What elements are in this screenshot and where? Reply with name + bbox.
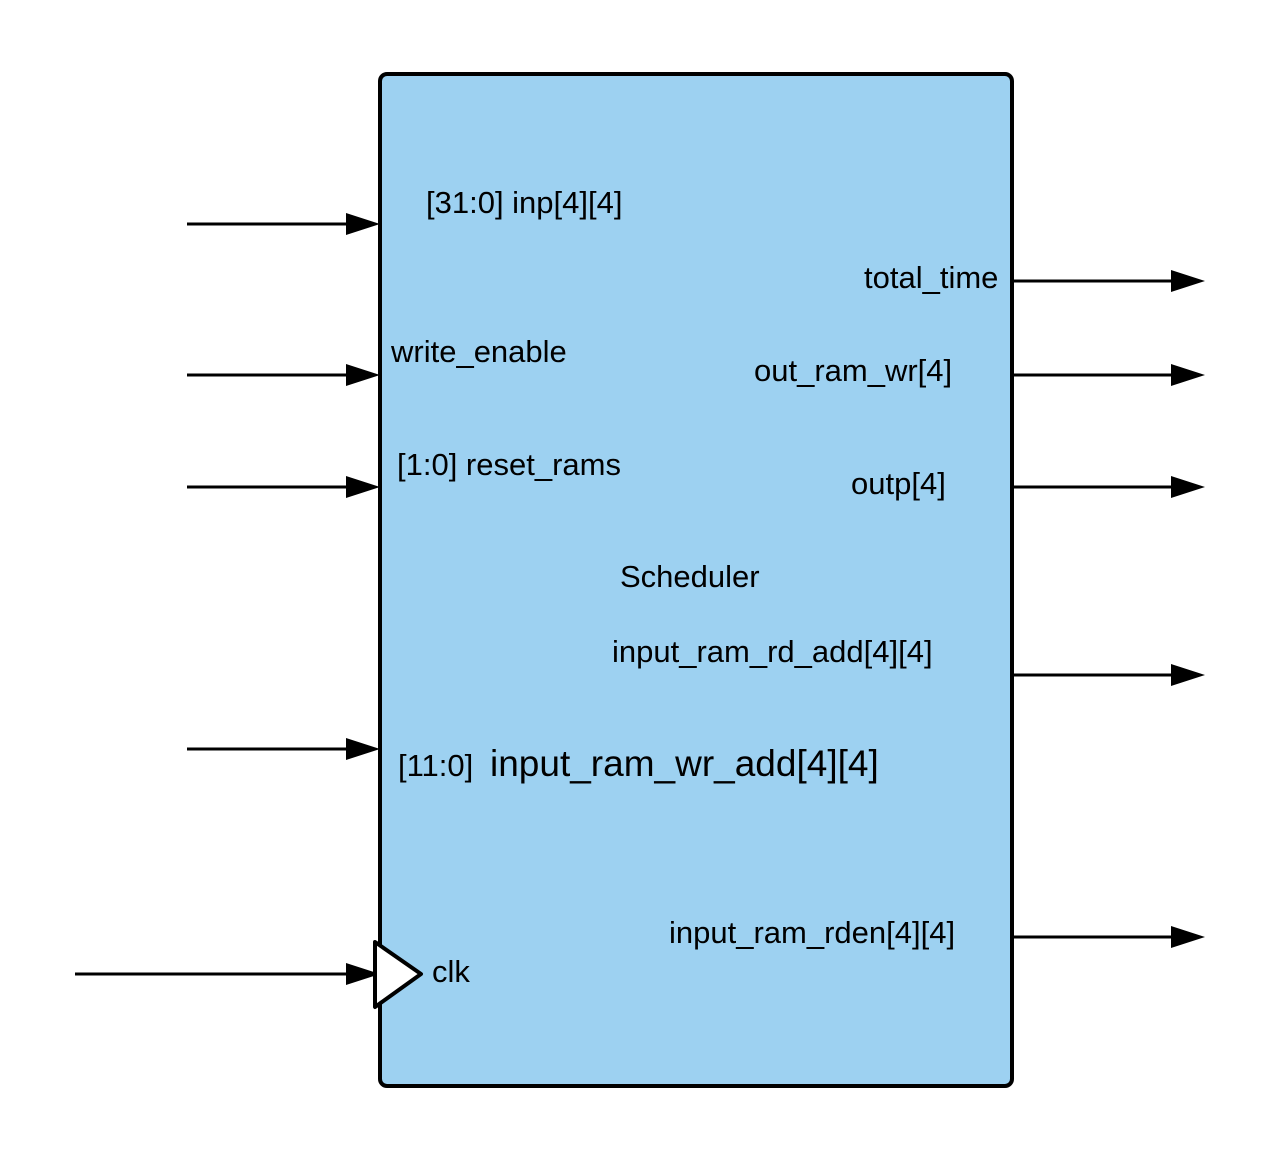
port-label-input-ram-wr-add: input_ram_wr_add[4][4] bbox=[490, 743, 879, 784]
input-arrow-inp bbox=[187, 213, 380, 235]
scheduler-block bbox=[378, 72, 1014, 1088]
port-label-wr-add-width: [11:0] bbox=[398, 748, 473, 783]
port-label-clk: clk bbox=[432, 954, 470, 989]
output-arrow-input-ram-rden bbox=[1012, 926, 1205, 948]
port-label-inp: [31:0] inp[4][4] bbox=[426, 185, 622, 220]
block-title: Scheduler bbox=[620, 559, 760, 594]
clock-triangle-icon bbox=[373, 940, 423, 1009]
input-arrow-write-enable bbox=[187, 364, 380, 386]
input-arrow-input-ram-wr-add bbox=[187, 738, 380, 760]
output-arrow-total-time bbox=[1012, 270, 1205, 292]
port-label-input-ram-rd-add: input_ram_rd_add[4][4] bbox=[612, 634, 933, 669]
port-label-outp: outp[4] bbox=[851, 466, 946, 501]
input-arrow-reset-rams bbox=[187, 476, 380, 498]
port-label-reset-rams: [1:0] reset_rams bbox=[397, 447, 621, 482]
port-label-write-enable: write_enable bbox=[390, 334, 567, 369]
output-arrow-out-ram-wr bbox=[1012, 364, 1205, 386]
output-arrow-outp bbox=[1012, 476, 1205, 498]
port-label-input-ram-rden: input_ram_rden[4][4] bbox=[669, 915, 955, 950]
port-label-out-ram-wr: out_ram_wr[4] bbox=[754, 353, 952, 388]
port-label-total-time: total_time bbox=[864, 260, 998, 295]
input-arrow-clk bbox=[75, 963, 380, 985]
output-arrow-input-ram-rd-add bbox=[1012, 664, 1205, 686]
